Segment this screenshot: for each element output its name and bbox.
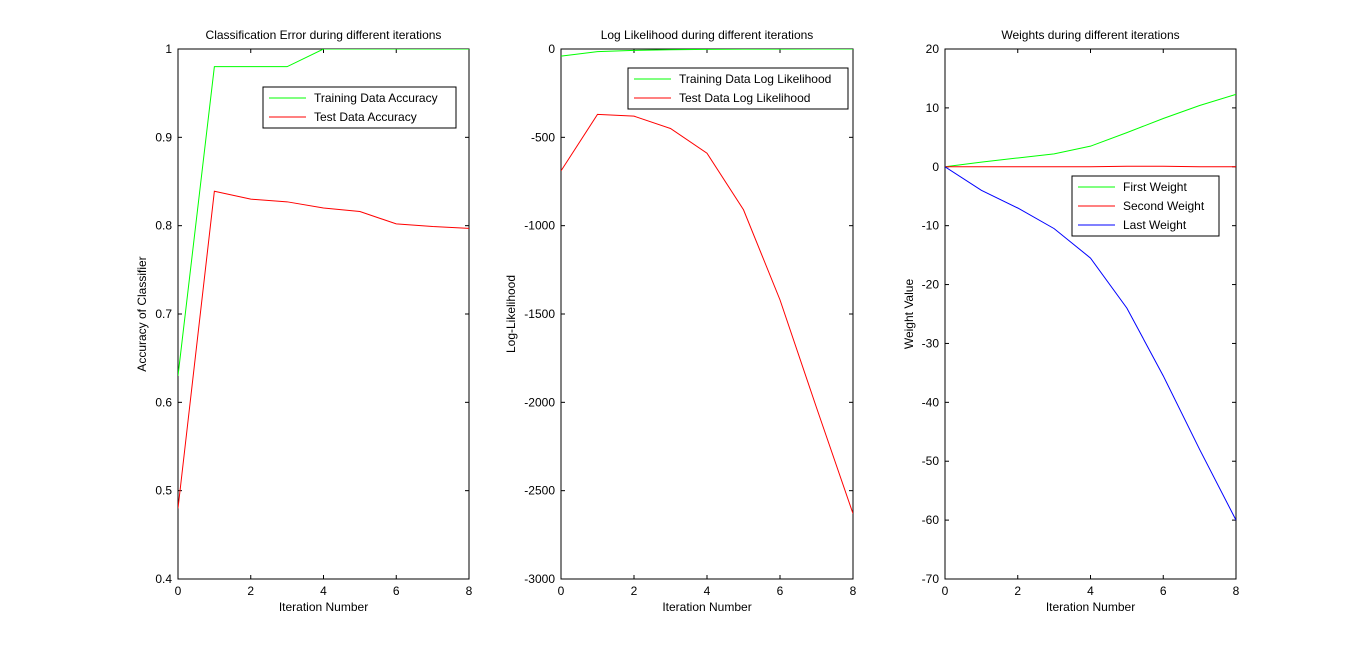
series-group: [178, 49, 469, 509]
y-axis-label: Log-Likelihood: [504, 275, 518, 353]
legend-box: [1071, 175, 1220, 237]
x-axis-label: Iteration Number: [1046, 600, 1135, 614]
chart-3: 0 2 4 6 8 -70 -60 -50 -40 -30 -20 -10 0 10 20 Weights d…: [902, 28, 1240, 614]
chart-title: Weights during different iterations: [1001, 28, 1179, 42]
x-tick-label: 2: [631, 584, 638, 598]
x-tick-label: 8: [466, 584, 473, 598]
y-tick-label: 0.5: [155, 484, 172, 498]
x-tick-label: 6: [1160, 584, 1167, 598]
plot-area-frame: [560, 48, 854, 580]
series-line-1: [178, 49, 469, 376]
legend-entry-label: Second Weight: [1123, 199, 1205, 213]
y-tick-label: 0.6: [155, 395, 172, 409]
x-tick-label: 0: [942, 584, 949, 598]
y-tick-label: -2500: [524, 484, 555, 498]
y-tick-label: -2000: [524, 395, 555, 409]
y-tick-label: -70: [922, 572, 940, 586]
legend-entry-label: Training Data Log Likelihood: [679, 72, 831, 86]
legend-entry-label: Test Data Accuracy: [314, 110, 417, 124]
y-tick-label: 0.7: [155, 307, 172, 321]
series-line-2: [945, 165, 1236, 168]
y-tick-label: -60: [922, 513, 940, 527]
x-axis-label: Iteration Number: [662, 600, 751, 614]
y-tick-label: 1: [165, 42, 172, 56]
chart-1: 0 2 4 6 8 0.4 0.5 0.6 0.7 0.8 0.9 1 Classification E…: [135, 28, 473, 614]
y-tick-label: 0.4: [155, 572, 172, 586]
legend-entry-label: Test Data Log Likelihood: [679, 91, 810, 105]
y-tick-label: 0.9: [155, 130, 172, 144]
series-group: [945, 93, 1236, 521]
legend-entry-label: First Weight: [1123, 180, 1187, 194]
x-tick-label: 4: [704, 584, 711, 598]
chart-title: Classification Error during different it…: [206, 28, 442, 42]
chart-2: 0 2 4 6 8 -3000 -2500 -2000 -1500 -1000 -500 0 Log L…: [504, 28, 857, 614]
x-tick-label: 0: [558, 584, 565, 598]
x-axis-label: Iteration Number: [279, 600, 368, 614]
y-tick-label: -30: [922, 336, 940, 350]
y-axis-label: Weight Value: [902, 279, 916, 350]
plot-area-frame: [177, 48, 470, 580]
x-tick-label: 0: [175, 584, 182, 598]
series-line-2: [561, 113, 853, 514]
x-tick-label: 6: [393, 584, 400, 598]
chart-title: Log Likelihood during different iteratio…: [601, 28, 814, 42]
legend-entry-label: Training Data Accuracy: [314, 91, 438, 105]
x-tick-label: 8: [850, 584, 857, 598]
y-tick-label: -500: [531, 130, 555, 144]
legend: Training Data Log Likelihood Test Data Lo…: [627, 67, 849, 110]
y-tick-label: -40: [922, 395, 940, 409]
legend: First Weight Second Weight Last Weight: [1071, 175, 1220, 237]
x-tick-label: 2: [1014, 584, 1021, 598]
series-line-3: [945, 166, 1236, 521]
legend-box: [627, 67, 849, 110]
x-tick-label: 4: [1087, 584, 1094, 598]
y-tick-label: -3000: [524, 572, 555, 586]
legend-entry-label: Last Weight: [1123, 218, 1187, 232]
plot-area-frame: [944, 48, 1237, 580]
x-tick-label: 2: [247, 584, 254, 598]
legend: Training Data Accuracy Test Data Accuracy: [262, 86, 457, 129]
x-tick-label: 8: [1233, 584, 1240, 598]
x-tick-label: 4: [320, 584, 327, 598]
y-tick-label: 20: [926, 42, 940, 56]
y-tick-label: -1000: [524, 219, 555, 233]
y-tick-label: 0: [548, 42, 555, 56]
y-tick-label: -10: [922, 219, 940, 233]
y-tick-label: -50: [922, 454, 940, 468]
y-tick-label: 10: [926, 101, 940, 115]
y-tick-label: -20: [922, 278, 940, 292]
y-tick-label: -1500: [524, 307, 555, 321]
series-group: [561, 49, 853, 514]
y-tick-label: 0.8: [155, 219, 172, 233]
x-tick-label: 6: [777, 584, 784, 598]
y-axis-label: Accuracy of Classifier: [135, 256, 149, 371]
series-line-1: [945, 93, 1236, 168]
y-tick-label: 0: [932, 160, 939, 174]
series-line-2: [178, 190, 469, 509]
series-line-1: [561, 49, 853, 57]
legend-box: [262, 86, 457, 129]
